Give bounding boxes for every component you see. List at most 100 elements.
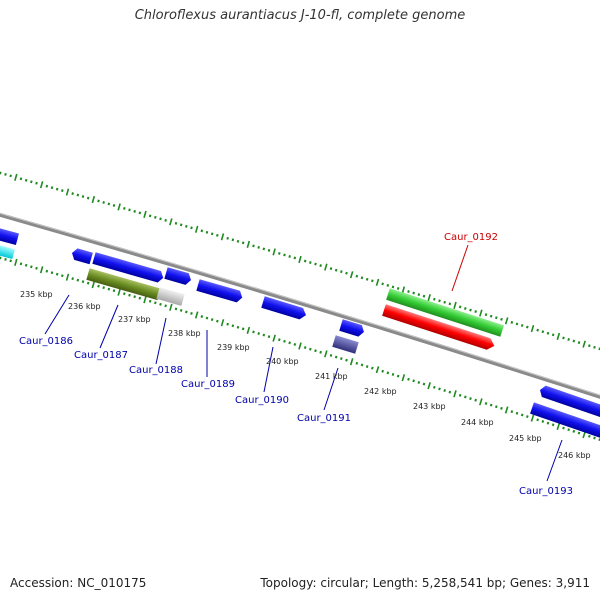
inner-track-major-tick bbox=[246, 326, 251, 334]
inner-track-major-tick bbox=[349, 358, 354, 366]
inner-track-minor-tick bbox=[438, 387, 441, 391]
inner-track-major-tick bbox=[14, 258, 18, 266]
inner-track-minor-tick bbox=[448, 390, 452, 394]
scale-label: 238 kbp bbox=[168, 329, 201, 338]
gene-feature-cyan[interactable] bbox=[0, 244, 15, 260]
outer-track-minor-tick bbox=[329, 267, 333, 271]
outer-track-minor-tick bbox=[309, 261, 312, 264]
gene-feature-caur0188[interactable] bbox=[164, 267, 192, 286]
gene-label-caur0193[interactable]: Caur_0193 bbox=[519, 486, 573, 497]
topology-text: Topology: circular; Length: 5,258,541 bp… bbox=[260, 576, 590, 590]
gene-feature-caur0187[interactable] bbox=[92, 252, 165, 283]
outer-track-minor-tick bbox=[257, 245, 260, 249]
inner-track-minor-tick bbox=[257, 332, 260, 335]
inner-track-minor-tick bbox=[345, 358, 348, 362]
inner-track-minor-tick bbox=[314, 349, 317, 353]
outer-track-minor-tick bbox=[438, 299, 441, 303]
gene-feature-caur0191-purple[interactable] bbox=[332, 335, 359, 354]
gene-label-caur0190[interactable]: Caur_0190 bbox=[235, 395, 289, 406]
inner-track-minor-tick bbox=[61, 274, 64, 278]
inner-track-minor-tick bbox=[210, 318, 214, 322]
inner-track-minor-tick bbox=[200, 315, 204, 318]
inner-track-minor-tick bbox=[45, 269, 49, 273]
inner-track-minor-tick bbox=[474, 398, 477, 402]
outer-track-minor-tick bbox=[262, 247, 266, 251]
gene-feature-caur0193[interactable] bbox=[538, 384, 600, 422]
inner-track-minor-tick bbox=[50, 271, 54, 275]
gene-label-caur0192[interactable]: Caur_0192 bbox=[444, 232, 498, 243]
outer-track-minor-tick bbox=[76, 193, 80, 197]
outer-track-major-tick bbox=[65, 188, 70, 196]
inner-track-minor-tick bbox=[267, 335, 271, 339]
gene-label-caur0191[interactable]: Caur_0191 bbox=[297, 413, 351, 424]
inner-track-minor-tick bbox=[536, 418, 539, 422]
gene-feature-caur0189[interactable] bbox=[196, 279, 244, 303]
outer-track-minor-tick bbox=[45, 184, 49, 188]
inner-track-minor-tick bbox=[86, 281, 90, 285]
outer-track-minor-tick bbox=[541, 330, 545, 334]
outer-track-major-tick bbox=[556, 332, 561, 340]
gene-label-caur0186[interactable]: Caur_0186 bbox=[19, 336, 73, 347]
gene-feature-caur0191[interactable] bbox=[339, 319, 365, 337]
inner-track-minor-tick bbox=[340, 357, 343, 361]
outer-track-minor-tick bbox=[489, 314, 493, 318]
gene-feature-caur0188-gray[interactable] bbox=[156, 287, 185, 306]
inner-track-minor-tick bbox=[541, 420, 545, 423]
inner-track-minor-tick bbox=[567, 428, 570, 432]
gene-feature-partial-left[interactable] bbox=[0, 227, 19, 246]
inner-track-minor-tick bbox=[355, 361, 359, 365]
gene-feature-caur0193-lower[interactable] bbox=[530, 402, 600, 443]
outer-track-minor-tick bbox=[159, 217, 162, 221]
outer-track-minor-tick bbox=[593, 345, 596, 349]
outer-track-minor-tick bbox=[577, 341, 581, 345]
inner-track-minor-tick bbox=[159, 302, 162, 306]
gene-feature-caur0186[interactable] bbox=[70, 247, 93, 265]
inner-track-minor-tick bbox=[365, 365, 369, 368]
outer-track-major-tick bbox=[220, 233, 225, 241]
outer-track-major-tick bbox=[14, 173, 18, 181]
outer-track-minor-tick bbox=[433, 297, 436, 301]
outer-track-major-tick bbox=[504, 317, 509, 325]
inner-track-major-tick bbox=[220, 319, 225, 327]
outer-track-minor-tick bbox=[123, 206, 126, 210]
outer-track-minor-tick bbox=[572, 339, 576, 343]
outer-track-major-tick bbox=[194, 225, 199, 233]
outer-track-major-tick bbox=[246, 240, 251, 248]
inner-track-minor-tick bbox=[35, 266, 38, 270]
outer-track-minor-tick bbox=[469, 308, 472, 312]
gene-feature-caur0190[interactable] bbox=[261, 296, 308, 321]
outer-track-minor-tick bbox=[283, 253, 286, 257]
outer-track-minor-tick bbox=[102, 201, 105, 204]
outer-track-major-tick bbox=[91, 195, 96, 204]
outer-track-minor-tick bbox=[185, 224, 188, 228]
outer-track-minor-tick bbox=[391, 285, 395, 289]
outer-track-minor-tick bbox=[61, 189, 64, 193]
gene-label-caur0188[interactable]: Caur_0188 bbox=[129, 365, 183, 376]
gene-feature-caur0192[interactable] bbox=[386, 288, 504, 337]
gene-label-caur0187[interactable]: Caur_0187 bbox=[74, 350, 128, 361]
inner-track-minor-tick bbox=[102, 286, 105, 290]
inner-track-minor-tick bbox=[241, 327, 245, 331]
inner-track-minor-tick bbox=[138, 296, 142, 300]
outer-track-minor-tick bbox=[19, 177, 23, 181]
genome-backbone-highlight bbox=[0, 212, 600, 396]
outer-track-minor-tick bbox=[371, 279, 374, 283]
gene-feature-caur0187-olive[interactable] bbox=[86, 268, 161, 301]
inner-track-minor-tick bbox=[412, 379, 415, 383]
outer-track-minor-tick bbox=[458, 305, 462, 309]
inner-track-major-tick bbox=[298, 342, 302, 350]
outer-track-minor-tick bbox=[319, 264, 322, 268]
inner-track-minor-tick bbox=[391, 373, 395, 376]
inner-track-major-tick bbox=[530, 414, 535, 422]
inner-track-minor-tick bbox=[226, 322, 229, 326]
gene-label-caur0189[interactable]: Caur_0189 bbox=[181, 379, 235, 390]
inner-track-major-tick bbox=[453, 390, 457, 398]
inner-track-minor-tick bbox=[107, 287, 111, 291]
gene-feature-caur0192-red[interactable] bbox=[382, 304, 496, 351]
inner-track-major-tick bbox=[427, 382, 431, 390]
inner-track-major-tick bbox=[375, 366, 380, 374]
outer-track-major-tick bbox=[375, 278, 380, 286]
inner-track-major-tick bbox=[401, 374, 406, 382]
label-leader-lines bbox=[44, 244, 563, 482]
outer-track-minor-tick bbox=[200, 229, 204, 233]
